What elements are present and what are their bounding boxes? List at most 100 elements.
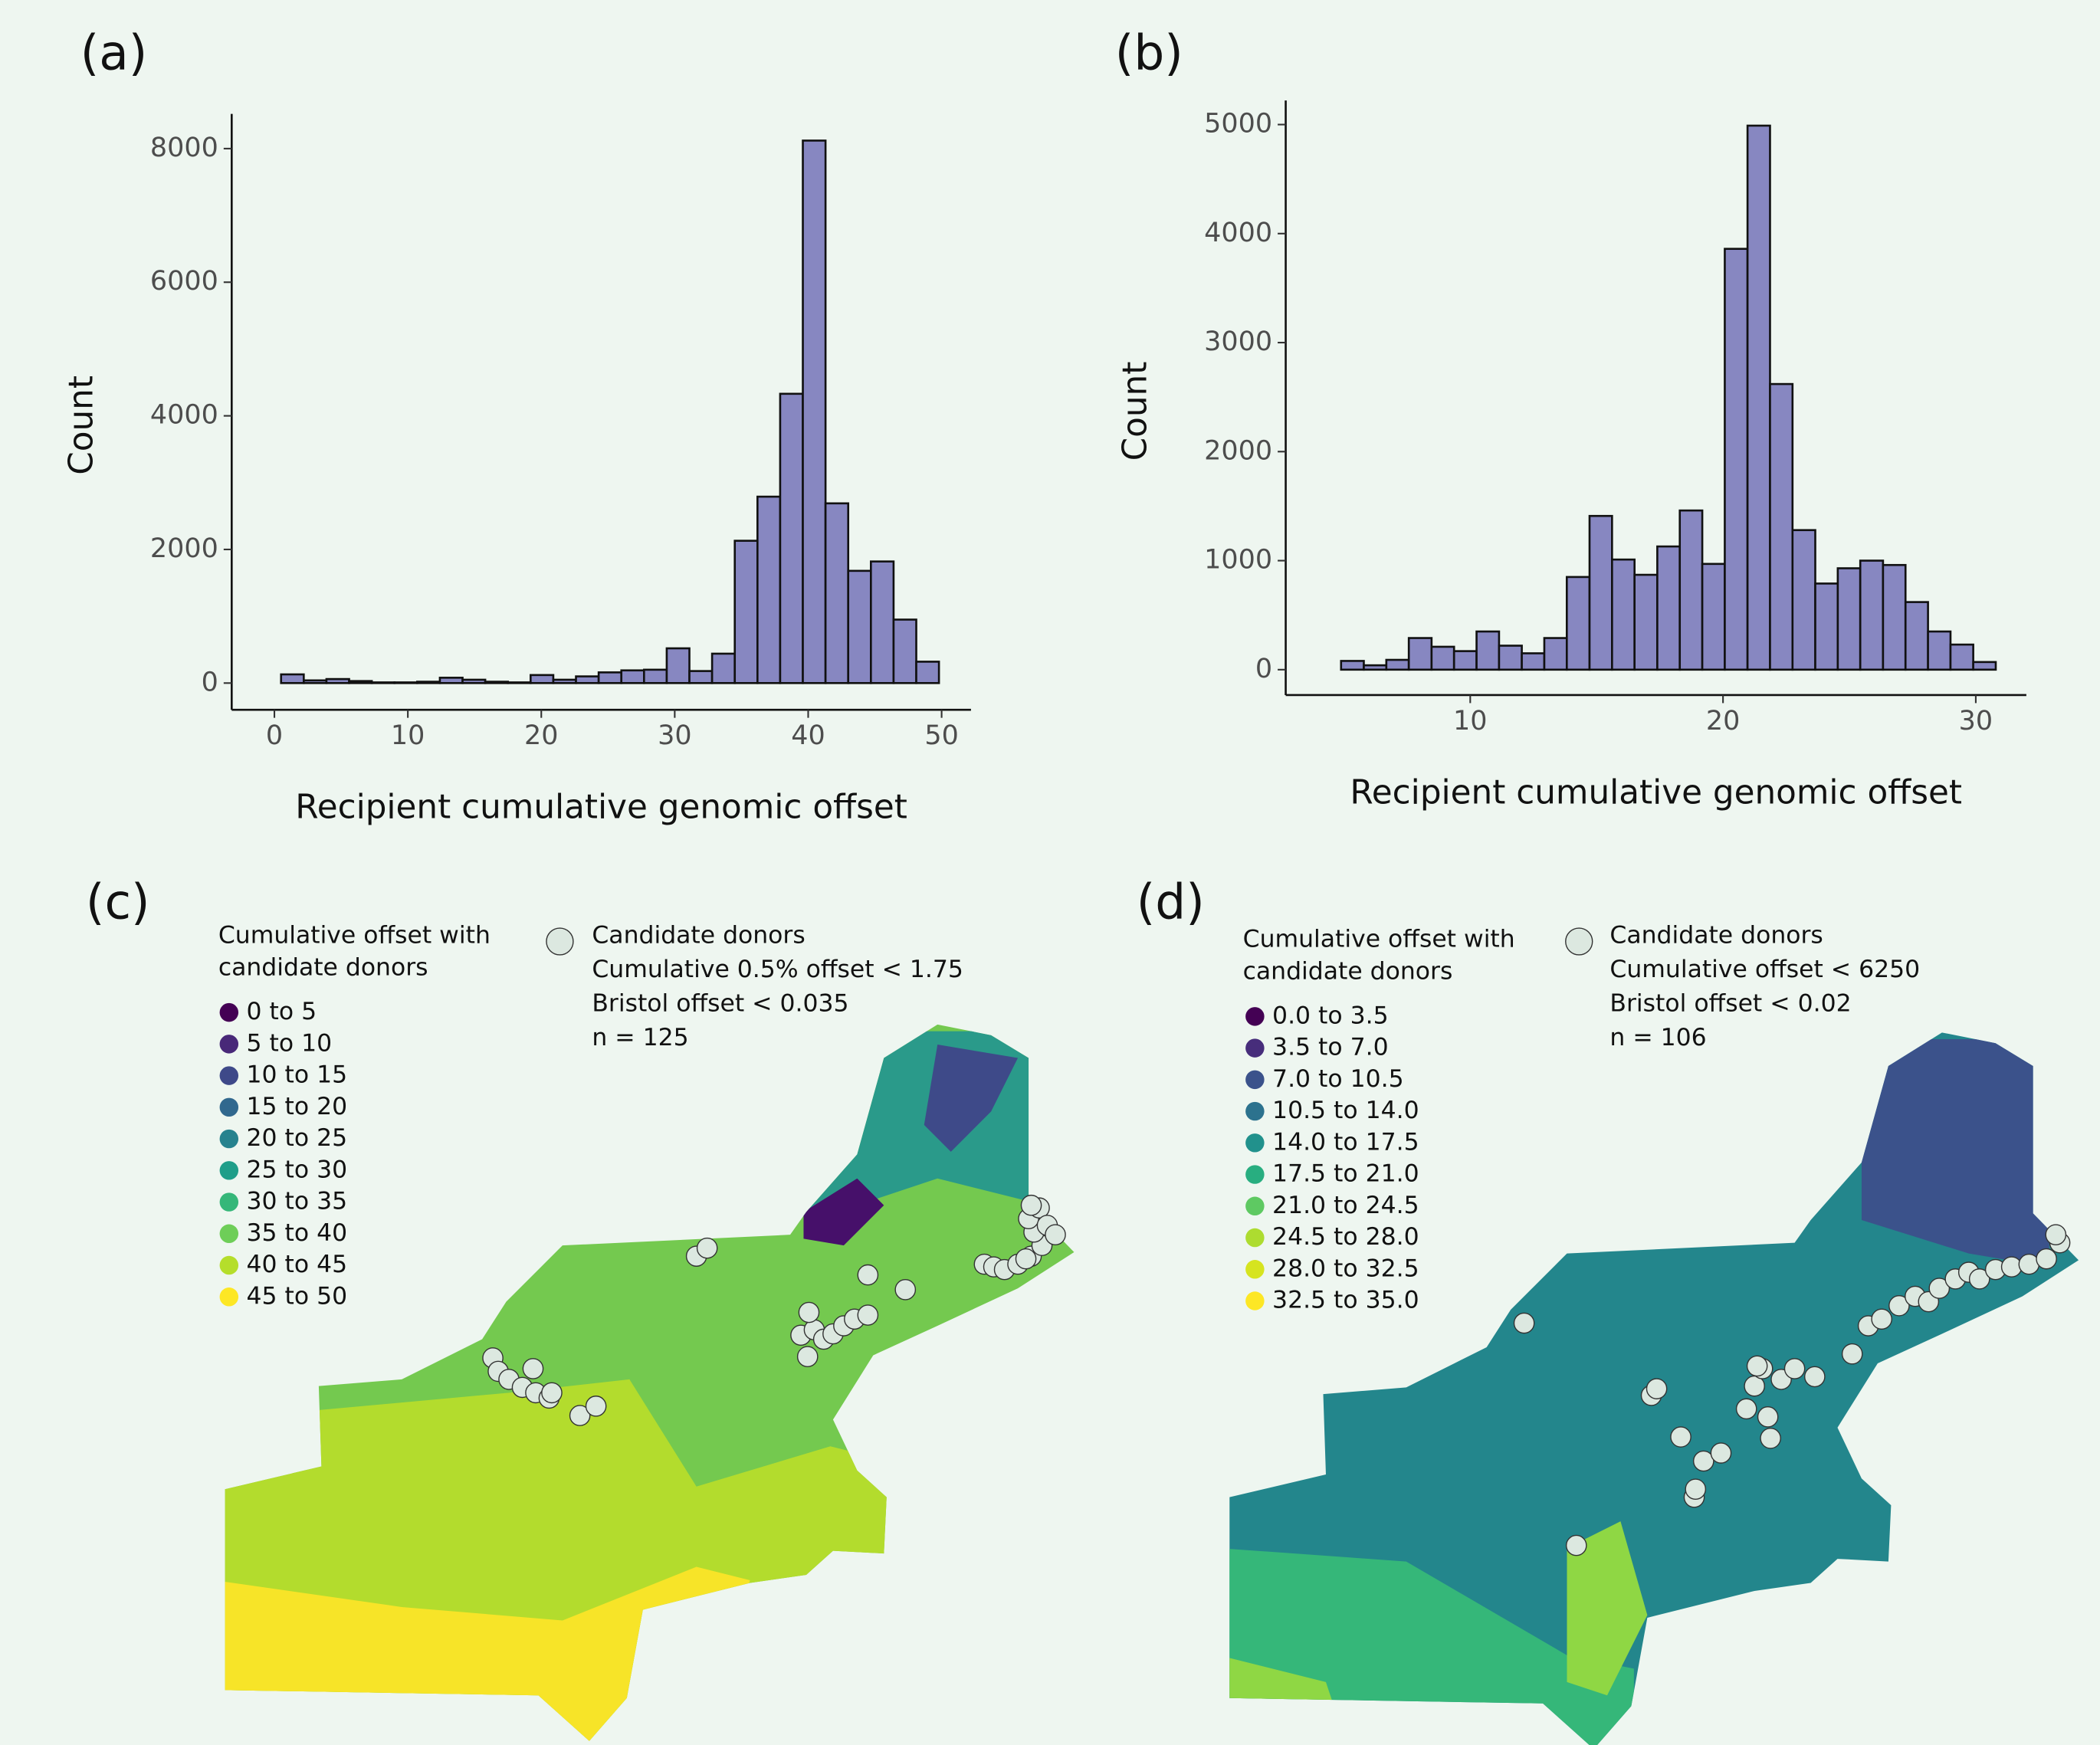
- legend-title: candidate donors: [218, 953, 428, 981]
- legend-swatch: [219, 1129, 239, 1149]
- bar: [1746, 124, 1771, 671]
- legend-swatch: [219, 1035, 239, 1054]
- y-tick-label: 4000: [1204, 218, 1272, 248]
- bar: [1565, 576, 1591, 671]
- bar: [393, 681, 418, 684]
- legend-swatch: [219, 1192, 239, 1212]
- bar: [484, 681, 510, 684]
- bar: [461, 678, 487, 684]
- donor-point: [1692, 1450, 1714, 1472]
- bar: [915, 661, 940, 684]
- donor-legend-text: Candidate donors: [1609, 922, 1823, 950]
- legend-label: 7.0 to 10.5: [1272, 1065, 1404, 1093]
- bar: [303, 679, 328, 684]
- legend-label: 0.0 to 3.5: [1272, 1002, 1389, 1029]
- x-axis-title: Recipient cumulative genomic offset: [295, 787, 907, 826]
- bar: [1340, 660, 1365, 671]
- legend-swatch: [219, 1097, 239, 1117]
- legend-donor-symbol: [1565, 927, 1593, 956]
- legend-swatch: [219, 1002, 239, 1022]
- donor-point: [1710, 1442, 1732, 1464]
- x-axis-title: Recipient cumulative genomic offset: [1350, 772, 1962, 812]
- bar: [1385, 658, 1410, 671]
- donor-point: [1045, 1224, 1066, 1245]
- donor-point: [1565, 1534, 1587, 1556]
- bar: [552, 678, 577, 684]
- bar: [438, 677, 464, 684]
- bar: [756, 495, 782, 684]
- bar: [1521, 652, 1546, 671]
- bar: [1430, 645, 1455, 671]
- legend-label: 0 to 5: [247, 998, 317, 1025]
- legend-label: 15 to 20: [247, 1093, 348, 1120]
- bar: [824, 502, 850, 684]
- donor-point: [585, 1396, 607, 1417]
- legend-title: Cumulative offset with: [1243, 926, 1515, 953]
- bar: [1407, 637, 1433, 671]
- bar: [1656, 545, 1682, 671]
- bar: [1724, 248, 1749, 671]
- donor-point: [857, 1264, 879, 1286]
- bar: [597, 671, 623, 684]
- y-tick-label: 6000: [150, 266, 218, 297]
- legend-label: 17.5 to 21.0: [1272, 1160, 1419, 1188]
- legend-swatch: [1245, 1260, 1265, 1279]
- x-tick-label: 40: [791, 720, 825, 751]
- bar: [1904, 601, 1929, 671]
- donor-point: [798, 1301, 820, 1324]
- donor-point: [894, 1279, 917, 1301]
- y-tick-label: 1000: [1204, 545, 1272, 576]
- x-tick-label: 10: [391, 720, 425, 751]
- donor-point: [1888, 1294, 1910, 1317]
- bar: [892, 618, 917, 684]
- donor-legend-text: Cumulative 0.5% offset < 1.75: [592, 956, 963, 983]
- y-tick-label: 4000: [150, 400, 218, 431]
- bar: [416, 681, 441, 684]
- legend-swatch: [1245, 1101, 1265, 1121]
- x-tick-label: 20: [1706, 706, 1740, 736]
- y-axis-title: Count: [1116, 362, 1155, 461]
- legend-swatch: [219, 1287, 239, 1307]
- bar: [507, 681, 532, 684]
- x-tick-label: 30: [658, 720, 691, 751]
- legend-swatch: [1245, 1038, 1265, 1058]
- y-tick-label: 2000: [150, 533, 218, 564]
- bar: [1882, 563, 1907, 671]
- legend-label: 10.5 to 14.0: [1272, 1097, 1419, 1124]
- bar: [348, 680, 373, 684]
- donor-point: [1841, 1343, 1863, 1365]
- donor-point: [522, 1358, 544, 1379]
- bar: [1678, 509, 1704, 671]
- donor-legend-text: Bristol offset < 0.02: [1609, 990, 1851, 1018]
- legend-swatch: [219, 1224, 239, 1244]
- donor-point: [1871, 1308, 1892, 1330]
- panel-label: (c): [86, 874, 150, 930]
- bar: [1363, 664, 1388, 671]
- donor-point: [1928, 1278, 1951, 1299]
- legend-swatch: [1245, 1165, 1265, 1184]
- y-axis-title: Count: [61, 376, 100, 475]
- y-tick-label: 8000: [150, 133, 218, 163]
- donor-point: [696, 1237, 718, 1259]
- bar: [1927, 630, 1952, 671]
- bar: [1498, 645, 1523, 671]
- donor-point: [1746, 1355, 1768, 1377]
- legend-swatch: [1245, 1291, 1265, 1310]
- y-tick-label: 3000: [1204, 326, 1272, 357]
- candidate-donors: [482, 1194, 2071, 1556]
- donor-point: [1783, 1358, 1806, 1379]
- bar: [1791, 529, 1816, 671]
- legend-label: 20 to 25: [247, 1124, 348, 1152]
- bar: [1836, 567, 1862, 671]
- bar: [1543, 637, 1568, 671]
- bar: [665, 647, 691, 684]
- bar: [688, 670, 714, 684]
- legend-label: 10 to 15: [247, 1061, 348, 1089]
- bar: [325, 677, 350, 684]
- y-tick-label: 2000: [1204, 435, 1272, 466]
- bar: [710, 652, 737, 684]
- donor-point: [857, 1304, 879, 1326]
- bar: [733, 540, 759, 684]
- donor-legend-text: Candidate donors: [592, 922, 805, 950]
